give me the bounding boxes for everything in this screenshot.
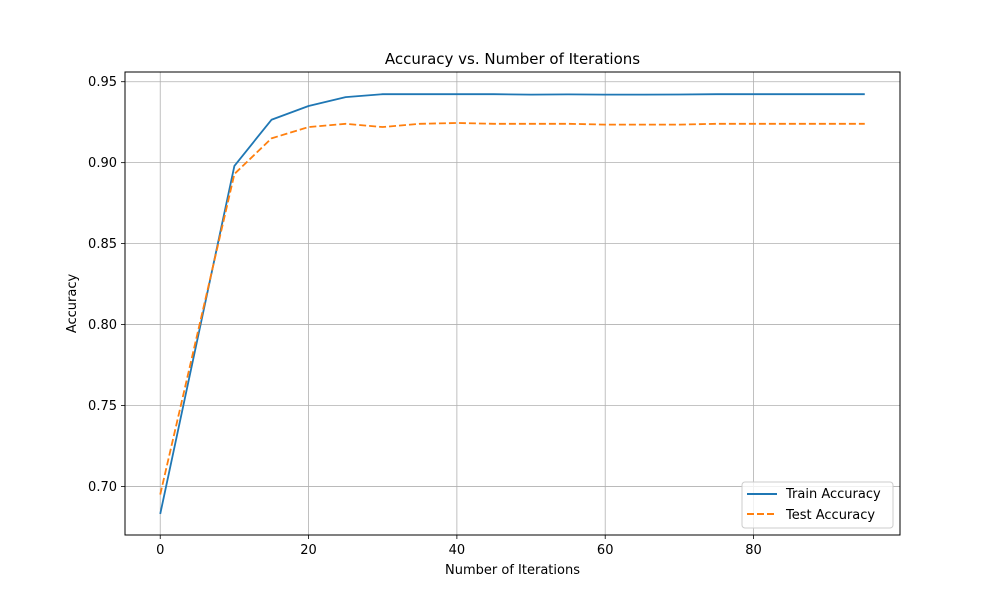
series-layer — [159, 93, 865, 515]
series-line-test — [159, 122, 865, 495]
legend-label-test: Test Accuracy — [785, 508, 875, 523]
legend: Train Accuracy Test Accuracy — [741, 481, 894, 529]
legend-label-train: Train Accuracy — [785, 487, 881, 502]
y-tick-label: 0.90 — [88, 156, 117, 171]
series-line-train — [159, 93, 865, 515]
legend-box — [741, 481, 894, 529]
x-tick-label: 20 — [300, 543, 317, 558]
chart-title: Accuracy vs. Number of Iterations — [385, 50, 640, 68]
x-tick-label: 60 — [597, 543, 614, 558]
y-tick-label: 0.70 — [88, 480, 117, 495]
grid — [125, 72, 900, 535]
y-axis-ticks: 0.70 0.75 0.80 0.85 0.90 0.95 — [88, 75, 125, 495]
y-tick-label: 0.95 — [88, 75, 117, 90]
x-tick-label: 80 — [745, 543, 762, 558]
y-axis-label: Accuracy — [65, 274, 80, 334]
plot-frame — [124, 71, 901, 536]
x-tick-label: 0 — [156, 543, 164, 558]
x-tick-label: 40 — [449, 543, 466, 558]
x-axis-label: Number of Iterations — [445, 563, 580, 578]
y-tick-label: 0.80 — [88, 318, 117, 333]
x-axis-ticks: 0 20 40 60 80 — [156, 535, 762, 558]
y-tick-label: 0.75 — [88, 399, 117, 414]
y-tick-label: 0.85 — [88, 237, 117, 252]
